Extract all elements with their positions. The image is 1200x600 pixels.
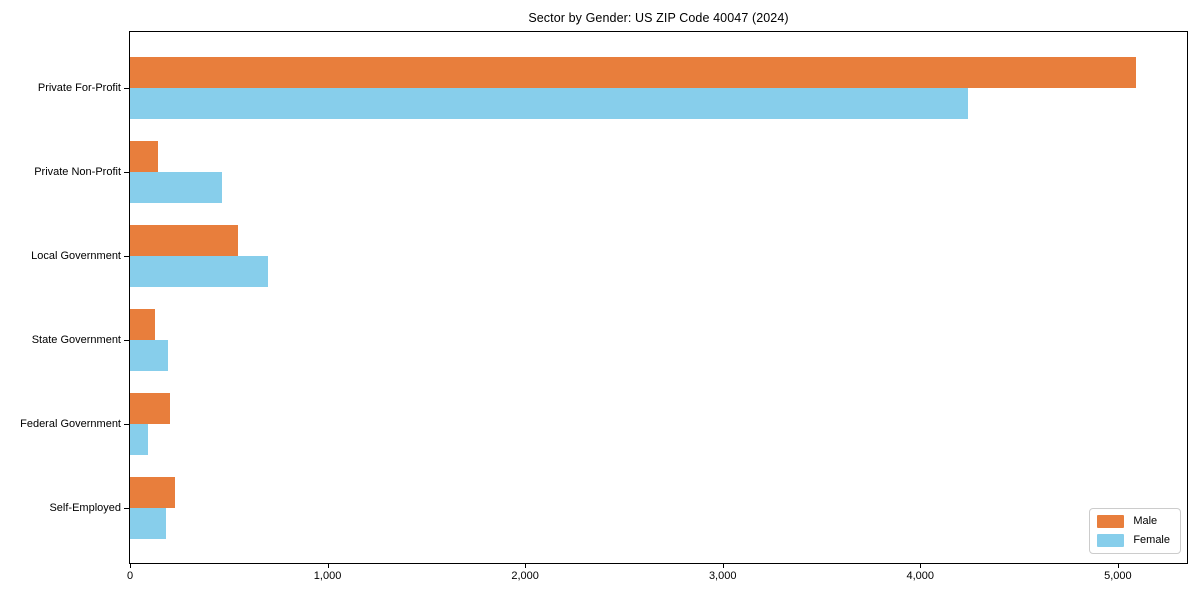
bar-male-private-for-profit [130,57,1136,88]
ytick-mark-state-government [124,340,129,341]
legend-swatch-female [1097,534,1125,547]
bar-female-private-non-profit [130,172,222,203]
xtick-mark-0 [130,564,131,568]
legend: Male Female [1089,508,1181,554]
ytick-label-private-non-profit: Private Non-Profit [34,166,121,178]
ytick-mark-private-non-profit [124,172,129,173]
xtick-label-0: 0 [126,570,134,582]
xtick-mark-2000 [525,564,527,568]
bar-male-state-government [130,309,155,340]
bar-female-local-government [130,256,269,287]
xtick-label-3000: 3,000 [708,570,737,582]
bar-female-private-for-profit [130,88,968,119]
plot-area: Male Female [129,31,1188,564]
ytick-mark-private-for-profit [124,88,129,89]
ytick-label-state-government: State Government [31,334,121,346]
xtick-label-5000: 5,000 [1104,570,1132,582]
legend-label-male: Male [1133,515,1158,527]
bar-female-self-employed [130,508,166,539]
ytick-label-private-for-profit: Private For-Profit [37,82,121,94]
legend-row-female: Female [1097,534,1170,547]
bars-layer [130,32,1187,563]
xtick-label-4000: 4,000 [906,570,935,582]
bar-male-federal-government [130,393,170,424]
bar-female-federal-government [130,424,148,455]
ytick-label-self-employed: Self-Employed [49,502,121,514]
bar-female-state-government [130,340,168,371]
xtick-mark-4000 [920,564,922,568]
bar-male-private-non-profit [130,141,158,172]
ytick-mark-federal-government [124,424,129,425]
xtick-label-2000: 2,000 [511,570,539,582]
legend-label-female: Female [1133,534,1170,546]
bar-male-local-government [130,225,238,256]
legend-row-male: Male [1097,515,1170,528]
xtick-label-1000: 1,000 [313,570,342,582]
bar-male-self-employed [130,477,176,508]
xtick-mark-5000 [1117,564,1119,568]
ytick-label-federal-government: Federal Government [20,418,121,430]
xtick-mark-3000 [722,564,724,568]
ytick-mark-local-government [124,256,129,257]
chart-title: Sector by Gender: US ZIP Code 40047 (202… [528,11,789,25]
ytick-mark-self-employed [124,508,129,509]
legend-swatch-male [1097,515,1125,528]
ytick-label-local-government: Local Government [31,250,121,262]
xtick-mark-1000 [327,564,329,568]
